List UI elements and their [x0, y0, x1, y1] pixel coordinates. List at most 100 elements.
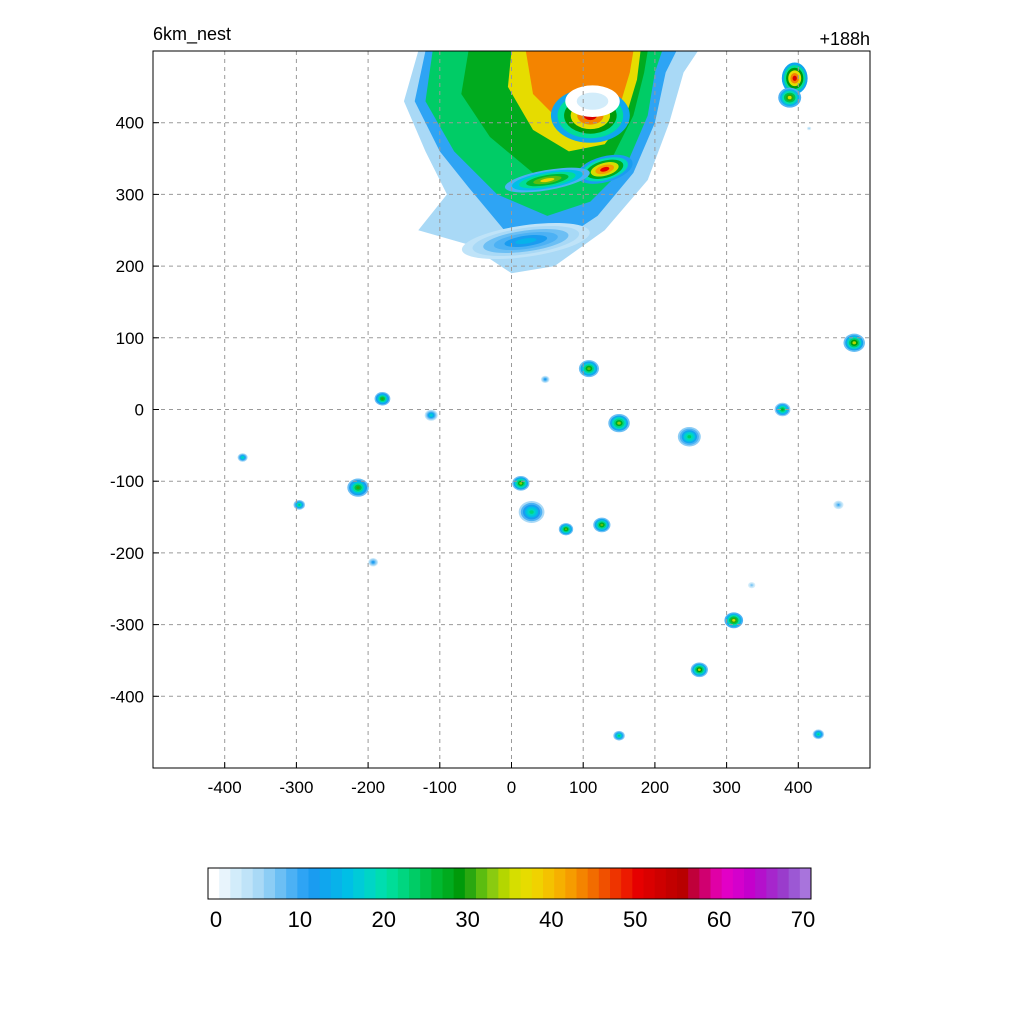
convective-cell — [617, 421, 621, 425]
colorbar-swatch — [286, 868, 298, 899]
y-axis-ticks: 400 300 200 100 0 -100 -200 -300 -400 — [110, 114, 159, 706]
colorbar-swatch — [621, 868, 633, 899]
colorbar — [207, 867, 812, 900]
convective-cell — [618, 734, 621, 737]
convective-cell — [732, 618, 736, 622]
x-tick-label: 200 — [641, 778, 669, 797]
colorbar-tick-label: 50 — [623, 907, 647, 932]
colorbar-swatch — [576, 868, 589, 899]
convective-cell — [687, 435, 692, 439]
colorbar-swatch — [721, 868, 734, 899]
colorbar-swatch — [386, 868, 399, 899]
forecast-hour: +188h — [819, 29, 870, 49]
colorbar-swatch — [397, 868, 410, 899]
plot-title: 6km_nest — [153, 24, 231, 45]
colorbar-ticks: 0 10 20 30 40 50 60 70 — [210, 907, 815, 932]
y-tick-label: 300 — [116, 185, 144, 204]
y-tick-label: -300 — [110, 616, 144, 635]
colorbar-tick-label: 20 — [371, 907, 395, 932]
colorbar-swatch — [409, 868, 421, 899]
convective-cell — [529, 510, 534, 514]
convective-cell — [751, 584, 753, 586]
reflectivity-field — [237, 51, 865, 741]
convective-cell — [544, 378, 546, 380]
colorbar-swatch — [788, 868, 801, 899]
colorbar-swatch — [297, 868, 309, 899]
y-tick-label: -200 — [110, 544, 144, 563]
colorbar-swatch — [766, 868, 778, 899]
colorbar-swatch — [543, 868, 555, 899]
convective-cell — [356, 486, 360, 490]
colorbar-swatch — [565, 868, 577, 899]
colorbar-tick-label: 60 — [707, 907, 731, 932]
colorbar-swatch — [230, 868, 242, 899]
x-tick-label: -100 — [423, 778, 457, 797]
colorbar-swatch — [699, 868, 711, 899]
colorbar-swatch — [219, 868, 231, 899]
colorbar-swatch — [487, 868, 499, 899]
colorbar-swatch — [520, 868, 533, 899]
convective-cell — [372, 561, 374, 563]
colorbar-swatch — [308, 868, 321, 899]
colorbar-swatch — [208, 868, 220, 899]
colorbar-tick-label: 40 — [539, 907, 563, 932]
colorbar-tick-label: 10 — [288, 907, 312, 932]
colorbar-swatch — [252, 868, 265, 899]
colorbar-swatch — [453, 868, 466, 899]
y-tick-label: 400 — [116, 114, 144, 133]
convective-cell — [519, 482, 523, 485]
colorbar-swatch — [665, 868, 678, 899]
colorbar-swatch — [241, 868, 254, 899]
outer-rainband — [515, 238, 537, 245]
colorbar-swatch — [777, 868, 790, 899]
convective-cell — [852, 341, 857, 345]
x-tick-label: -400 — [208, 778, 242, 797]
convective-cell — [837, 504, 840, 506]
colorbar-swatch — [476, 868, 488, 899]
y-tick-label: 100 — [116, 329, 144, 348]
colorbar-swatch — [755, 868, 767, 899]
colorbar-swatch — [442, 868, 455, 899]
convective-cell — [817, 733, 820, 736]
storm-cell — [787, 95, 792, 100]
x-tick-label: -300 — [279, 778, 313, 797]
convective-cell — [587, 367, 591, 371]
convective-cell — [697, 668, 701, 671]
colorbar-tick-label: 30 — [455, 907, 479, 932]
storm-eye-inner — [576, 92, 609, 110]
colorbar-tick-label: 70 — [791, 907, 815, 932]
x-tick-label: 0 — [507, 778, 516, 797]
colorbar-swatch — [710, 868, 723, 899]
colorbar-swatch — [364, 868, 376, 899]
colorbar-swatch — [598, 868, 611, 899]
x-axis-ticks: -400 -300 -200 -100 0 100 200 300 400 — [208, 762, 812, 797]
y-tick-label: 0 — [135, 401, 144, 420]
colorbar-swatch — [744, 868, 756, 899]
x-tick-label: 100 — [569, 778, 597, 797]
colorbar-swatch — [632, 868, 644, 899]
colorbar-swatch — [610, 868, 622, 899]
colorbar-swatch — [275, 868, 287, 899]
colorbar-swatch — [654, 868, 667, 899]
colorbar-swatch — [688, 868, 700, 899]
convective-cell — [241, 456, 244, 459]
convective-cell — [781, 408, 784, 411]
convective-cell — [430, 414, 433, 417]
convective-cell — [298, 504, 301, 506]
colorbar-swatch — [375, 868, 388, 899]
grid-lines — [153, 51, 870, 768]
y-tick-label: -400 — [110, 687, 144, 706]
colorbar-swatch — [799, 868, 812, 899]
x-tick-label: -200 — [351, 778, 385, 797]
colorbar-swatch — [498, 868, 510, 899]
y-tick-label: -100 — [110, 472, 144, 491]
colorbar-swatch — [732, 868, 745, 899]
inner-band-core — [600, 166, 610, 172]
colorbar-swatch — [643, 868, 656, 899]
x-tick-label: 400 — [784, 778, 812, 797]
colorbar-swatch — [342, 868, 354, 899]
x-tick-label: 300 — [712, 778, 740, 797]
colorbar-swatch — [554, 868, 566, 899]
convective-cell — [600, 523, 604, 527]
